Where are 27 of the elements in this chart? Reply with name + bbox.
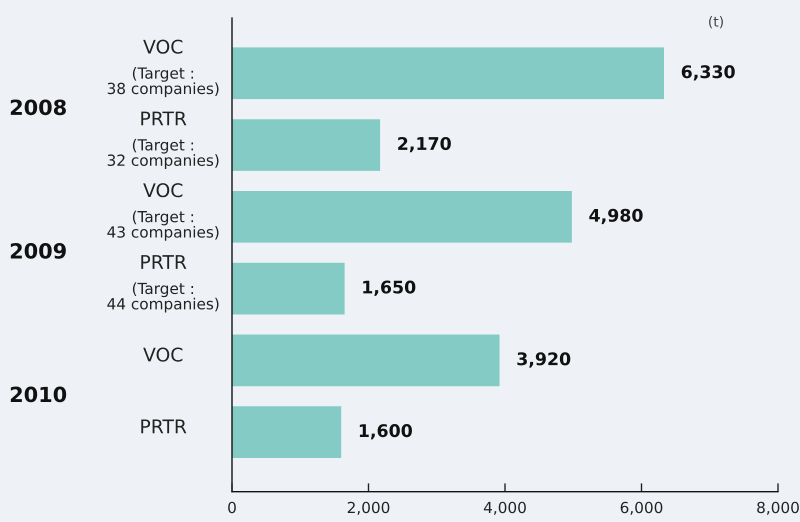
data-label: 6,330 xyxy=(682,65,735,81)
x-tick-label: 8,000 xyxy=(757,502,799,515)
x-tick-label: 0 xyxy=(228,502,236,514)
x-axis-title: (t) xyxy=(709,16,723,28)
x-tick-label: 2,000 xyxy=(348,502,390,515)
y-tick-label: PRTR xyxy=(141,420,186,434)
x-tick-label: 6,000 xyxy=(620,502,662,515)
text: 2008 xyxy=(10,99,66,116)
bar xyxy=(232,262,345,314)
text: 2009 xyxy=(10,243,66,259)
data-label: 1,600 xyxy=(360,424,412,440)
bar xyxy=(232,190,572,243)
bar xyxy=(232,334,500,386)
data-label: 3,920 xyxy=(517,352,570,368)
x-tick-label: 4,000 xyxy=(484,502,526,515)
data-label: 2,170 xyxy=(398,136,451,152)
data-label: 4,980 xyxy=(589,208,643,224)
data-label: 1,650 xyxy=(363,280,416,296)
y-tick-label: PRTR (Target : 44 companies) xyxy=(107,255,219,313)
y-tick-label: VOC xyxy=(143,348,182,362)
text: 2010 xyxy=(10,386,66,402)
bar xyxy=(232,47,664,100)
y-tick-label: PRTR (Target : 32 companies) xyxy=(108,112,219,169)
bar xyxy=(232,119,380,171)
bar xyxy=(232,406,342,458)
y-tick-label: VOC (Target : 43 companies) xyxy=(107,183,219,241)
y-tick-label: VOC (Target : 38 companies) xyxy=(108,40,219,98)
